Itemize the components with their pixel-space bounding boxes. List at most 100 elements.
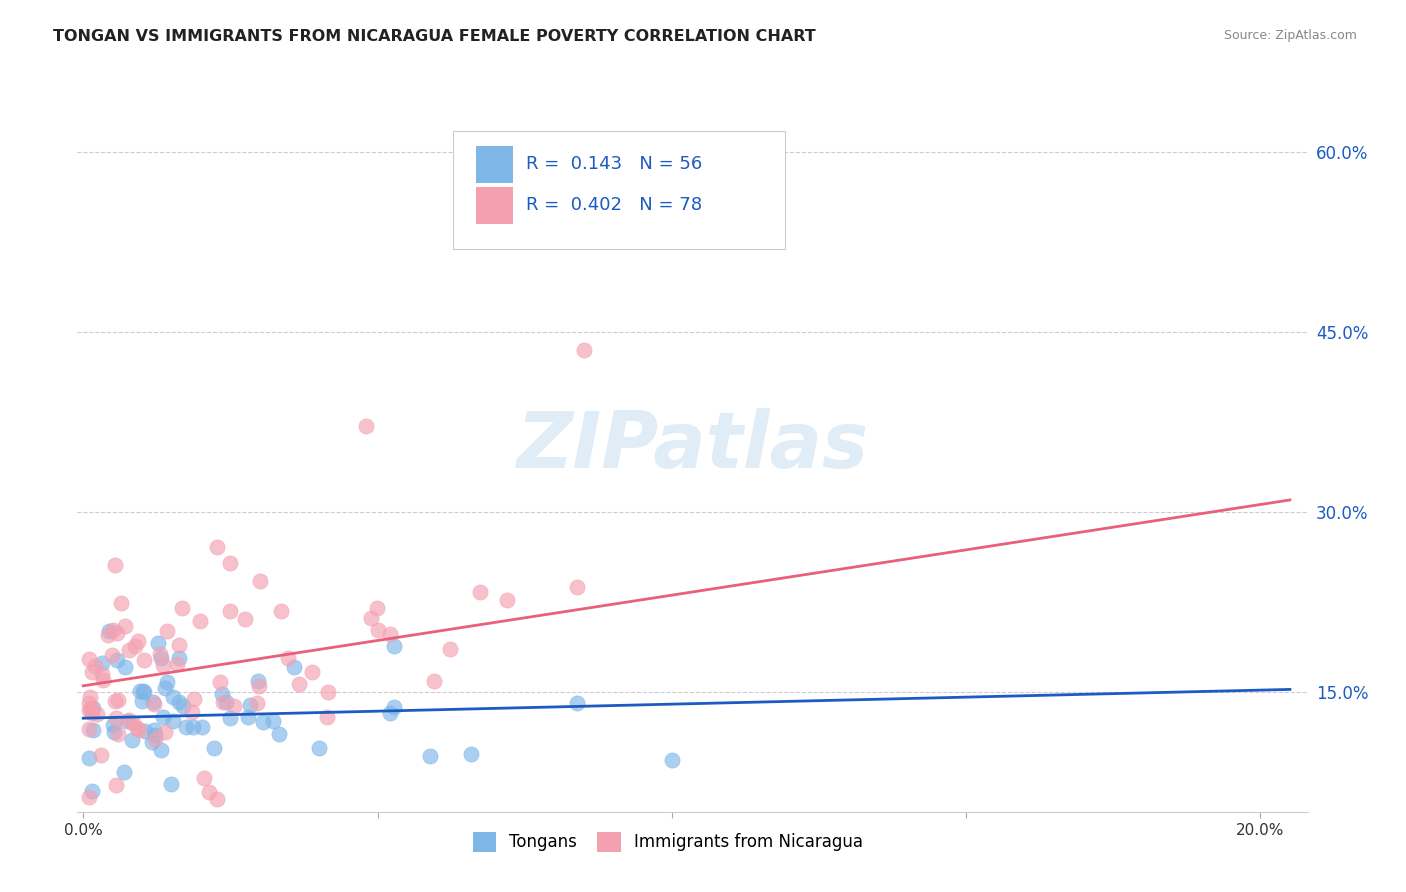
Point [105, 653, 128, 667]
Point [316, 709, 339, 723]
Point [367, 623, 389, 637]
Point [211, 687, 233, 701]
Point [97, 628, 120, 642]
Point [77, 652, 100, 666]
Point [143, 728, 166, 742]
Point [131, 694, 153, 708]
Point [308, 741, 330, 756]
Point [207, 540, 229, 554]
Point [439, 641, 461, 656]
Point [90, 667, 112, 681]
Point [153, 681, 176, 695]
Point [114, 619, 136, 633]
Point [249, 574, 271, 588]
Point [460, 747, 482, 762]
Point [118, 643, 141, 657]
Point [366, 601, 388, 615]
Point [128, 684, 150, 698]
Point [105, 625, 128, 640]
Point [174, 720, 197, 734]
Point [84, 658, 107, 673]
Point [82, 723, 104, 737]
Point [80, 784, 103, 798]
Point [219, 711, 242, 725]
Point [188, 614, 211, 628]
Legend: Tongans, Immigrants from Nicaragua: Tongans, Immigrants from Nicaragua [465, 826, 870, 858]
Point [269, 726, 291, 740]
Point [117, 714, 139, 728]
Point [103, 623, 125, 637]
Point [107, 693, 129, 707]
Point [110, 596, 132, 610]
Point [167, 638, 190, 652]
Point [101, 718, 124, 732]
Point [172, 699, 194, 714]
Text: ZIPatlas: ZIPatlas [516, 408, 869, 484]
Point [419, 748, 441, 763]
Point [167, 694, 190, 708]
Point [134, 723, 156, 738]
Point [82, 706, 104, 720]
Point [162, 690, 184, 704]
Point [270, 604, 292, 618]
Point [470, 585, 492, 599]
Point [378, 627, 401, 641]
Point [218, 604, 240, 618]
Point [212, 695, 235, 709]
Point [104, 558, 127, 572]
Point [156, 624, 179, 639]
Point [80, 701, 103, 715]
Point [423, 673, 446, 688]
Text: Source: ZipAtlas.com: Source: ZipAtlas.com [1223, 29, 1357, 42]
Point [142, 694, 165, 708]
Point [128, 723, 150, 737]
Point [181, 720, 204, 734]
FancyBboxPatch shape [453, 131, 785, 249]
Point [202, 741, 225, 756]
Point [77, 703, 100, 717]
Point [156, 674, 179, 689]
Point [208, 674, 231, 689]
Point [239, 698, 262, 712]
Point [77, 696, 100, 710]
Point [105, 711, 128, 725]
Point [77, 722, 100, 736]
Point [146, 636, 169, 650]
Point [378, 706, 401, 720]
Point [218, 556, 240, 570]
Point [150, 743, 173, 757]
Point [247, 680, 270, 694]
Point [215, 695, 238, 709]
Point [112, 765, 135, 780]
Point [222, 699, 245, 714]
Point [149, 647, 172, 661]
Point [90, 656, 112, 670]
Point [121, 732, 143, 747]
Point [233, 612, 256, 626]
Point [166, 657, 188, 672]
Point [360, 611, 382, 625]
Text: R =  0.143   N = 56: R = 0.143 N = 56 [526, 155, 703, 173]
Point [572, 343, 595, 357]
Point [172, 600, 194, 615]
Point [132, 683, 155, 698]
FancyBboxPatch shape [477, 146, 513, 183]
Point [141, 735, 163, 749]
Point [124, 639, 146, 653]
Point [86, 707, 108, 722]
Point [152, 710, 174, 724]
Point [193, 771, 215, 785]
Point [134, 652, 156, 666]
Point [382, 699, 405, 714]
Point [143, 723, 166, 737]
Point [247, 673, 270, 688]
Point [162, 714, 184, 728]
Point [104, 693, 127, 707]
Point [183, 692, 205, 706]
Point [495, 593, 517, 607]
Point [132, 684, 155, 698]
Point [103, 725, 125, 739]
Point [150, 650, 173, 665]
Point [143, 732, 166, 747]
Point [77, 751, 100, 765]
